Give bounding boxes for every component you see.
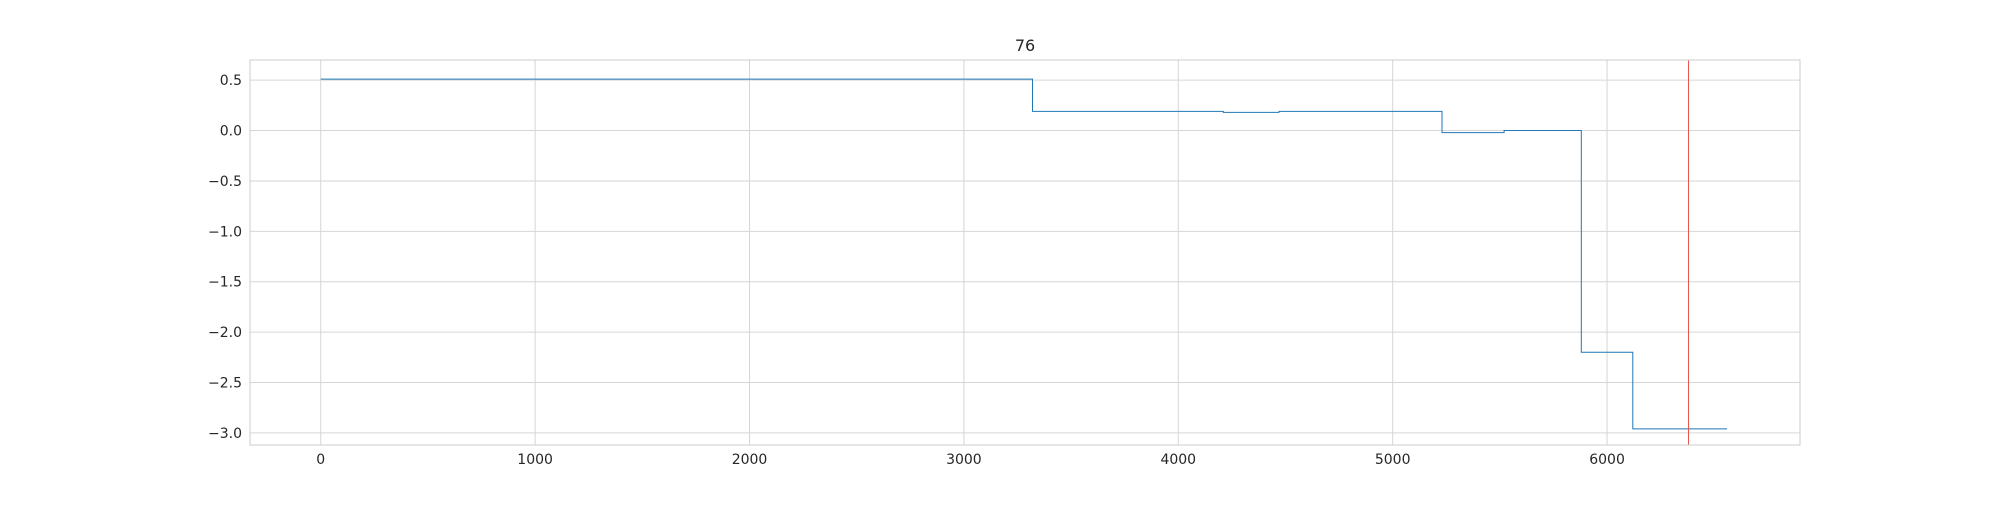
x-tick-label: 6000 xyxy=(1589,452,1625,468)
y-tick-label: −1.5 xyxy=(208,275,242,291)
x-tick-label: 4000 xyxy=(1160,452,1196,468)
chart-title: 76 xyxy=(1015,36,1035,55)
x-tick-label: 2000 xyxy=(732,452,768,468)
y-axis-ticks: 0.5 0.0 −0.5 −1.0 −1.5 −2.0 −2.5 −3.0 xyxy=(208,73,242,442)
series-layer xyxy=(320,78,1728,430)
x-tick-label: 0 xyxy=(316,452,325,468)
y-tick-label: 0.5 xyxy=(220,73,242,89)
plot-area-frame xyxy=(249,59,1801,446)
y-tick-label: 0.0 xyxy=(220,124,242,140)
x-tick-label: 1000 xyxy=(517,452,553,468)
y-tick-label: −0.5 xyxy=(208,174,242,190)
x-tick-label: 3000 xyxy=(946,452,982,468)
grid xyxy=(250,60,1800,445)
y-tick-label: −2.0 xyxy=(208,325,242,341)
series-line xyxy=(320,78,1728,430)
x-tick-label: 5000 xyxy=(1375,452,1411,468)
y-tick-label: −2.5 xyxy=(208,376,242,392)
y-tick-label: −1.0 xyxy=(208,224,242,240)
y-tick-label: −3.0 xyxy=(208,426,242,442)
x-axis-ticks: 0 1000 2000 3000 4000 5000 6000 xyxy=(316,452,1625,468)
